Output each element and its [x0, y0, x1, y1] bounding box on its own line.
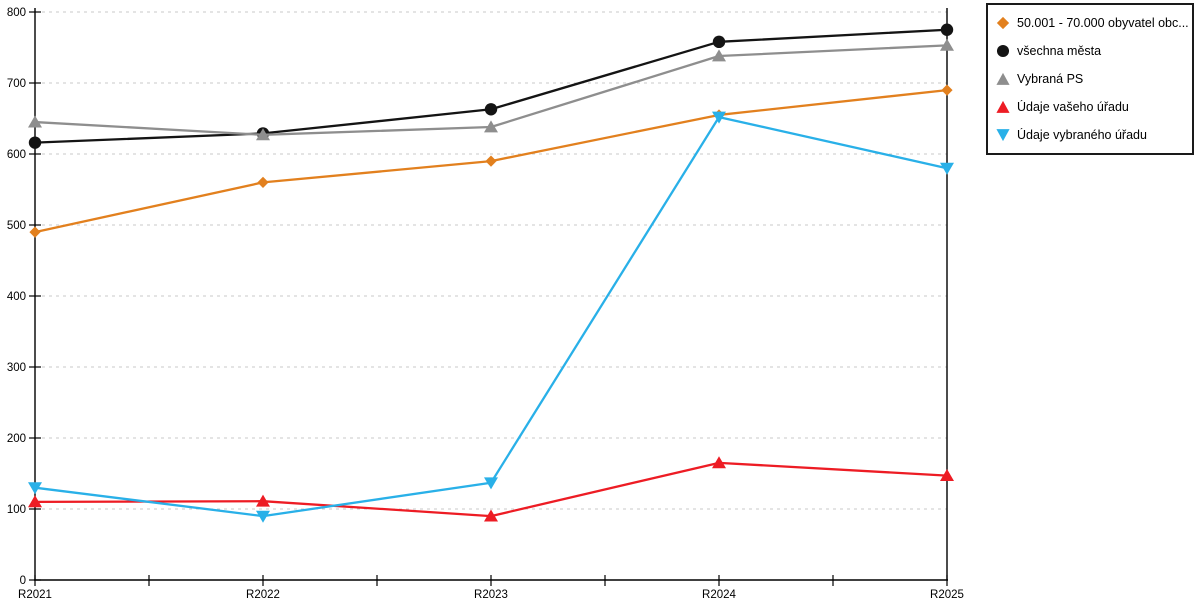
data-point-circle — [28, 136, 42, 149]
data-point-diamond — [257, 176, 269, 188]
legend-item-vsechna-mesta[interactable]: všechna města — [996, 44, 1192, 58]
legend-item-label: Údaje vašeho úřadu — [1017, 100, 1129, 114]
x-tick-label: R2025 — [930, 589, 964, 600]
data-point-triangle-up — [484, 120, 498, 133]
data-point-triangle-up — [484, 509, 498, 522]
triangle-up-icon — [996, 100, 1010, 113]
triangle-down-shape — [996, 129, 1010, 142]
y-tick-label: 800 — [7, 7, 26, 19]
diamond-shape — [996, 16, 1010, 30]
y-tick-label: 100 — [7, 504, 26, 516]
data-point-triangle-up — [256, 128, 270, 141]
data-point-triangle-down — [712, 111, 726, 124]
x-tick-label: R2022 — [246, 589, 280, 600]
legend-item-label: 50.001 - 70.000 obyvatel obc... — [1017, 16, 1189, 30]
data-point-triangle-down — [940, 162, 954, 175]
chart-legend: 50.001 - 70.000 obyvatel obc... všechna … — [986, 3, 1194, 155]
data-point-triangle-down — [256, 510, 270, 523]
triangle-up-shape — [996, 72, 1010, 85]
legend-item-label: všechna města — [1017, 44, 1102, 58]
data-point-triangle-up — [28, 495, 42, 508]
legend-item-vaseho-uradu[interactable]: Údaje vašeho úřadu — [996, 100, 1192, 114]
data-point-triangle-up — [940, 469, 954, 482]
y-tick-label: 400 — [7, 291, 26, 303]
data-point-circle — [712, 35, 726, 49]
y-tick-label: 300 — [7, 362, 26, 374]
data-point-triangle-up — [712, 49, 726, 62]
diamond-icon — [996, 16, 1010, 30]
data-point-diamond — [29, 226, 41, 238]
x-tick-label: R2021 — [18, 589, 52, 600]
legend-item-label: Údaje vybraného úřadu — [1017, 128, 1147, 142]
legend-item-obyvatel[interactable]: 50.001 - 70.000 obyvatel obc... — [996, 16, 1192, 30]
triangle-up-icon — [996, 72, 1010, 85]
data-point-circle — [484, 103, 498, 116]
data-point-triangle-down — [484, 477, 498, 490]
series-line — [34, 461, 948, 518]
legend-item-vybraneho-uradu[interactable]: Údaje vybraného úřadu — [996, 128, 1192, 142]
legend-item-label: Vybraná PS — [1017, 72, 1084, 86]
data-point-triangle-up — [256, 494, 270, 507]
circle-shape — [996, 44, 1010, 58]
y-tick-label: 600 — [7, 149, 26, 161]
data-point-diamond — [485, 155, 497, 167]
data-point-triangle-up — [940, 38, 954, 51]
legend-item-vybrana-ps[interactable]: Vybraná PS — [996, 72, 1192, 86]
y-tick-label: 500 — [7, 220, 26, 232]
x-tick-label: R2024 — [702, 589, 736, 600]
circle-icon — [996, 44, 1010, 58]
data-point-triangle-up — [712, 456, 726, 469]
series-line — [34, 115, 948, 518]
data-point-diamond — [941, 84, 953, 96]
data-point-triangle-down — [28, 482, 42, 495]
data-point-triangle-up — [28, 115, 42, 128]
y-tick-label: 700 — [7, 78, 26, 90]
y-tick-label: 200 — [7, 433, 26, 445]
x-tick-label: R2023 — [474, 589, 508, 600]
y-tick-label: 0 — [20, 575, 26, 587]
triangle-up-shape — [996, 100, 1010, 113]
data-point-circle — [940, 23, 954, 36]
triangle-down-icon — [996, 129, 1010, 142]
